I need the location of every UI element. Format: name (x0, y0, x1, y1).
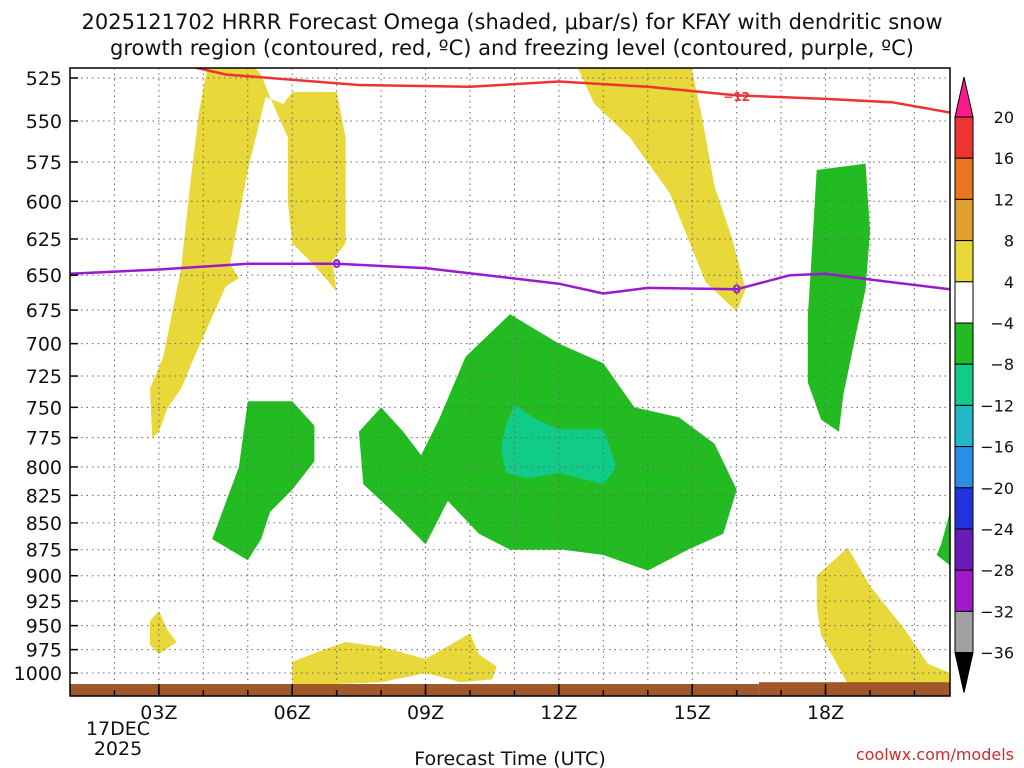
temperature-contours: −12 0 0 (70, 68, 950, 296)
y-tick-label-775: 775 (26, 428, 62, 450)
y-axis: 525 550 575 600 625 650 675 700 725 750 775 800 825 8… (14, 68, 78, 685)
colorbar-label-6: −4 (990, 314, 1014, 333)
y-tick-label-950: 950 (26, 616, 62, 638)
omega-region-10 (501, 404, 617, 485)
colorbar-box-13 (954, 610, 974, 654)
y-tick-label-800: 800 (26, 457, 62, 479)
colorbar-box-6 (954, 322, 974, 365)
y-tick-label-750: 750 (26, 397, 62, 419)
colorbar-label-13: −32 (980, 602, 1014, 621)
y-tick-label-625: 625 (26, 229, 62, 251)
contour-line-2 (70, 262, 950, 295)
colorbar-label-9: −16 (980, 438, 1014, 457)
colorbar-label-3: 12 (994, 190, 1014, 209)
y-tick-label-550: 550 (26, 111, 62, 133)
omega-shading (150, 68, 950, 685)
y-tick-label-650: 650 (26, 265, 62, 287)
y-tick-label-825: 825 (26, 485, 62, 507)
x-tick-label-03Z: 03Z (140, 702, 177, 724)
y-tick-label-525: 525 (26, 68, 62, 90)
x-tick-label-09Z: 09Z (407, 702, 444, 724)
x-axis: 03Z 06Z 09Z 12Z 15Z 18Z (113, 684, 916, 724)
y-tick-label-925: 925 (26, 591, 62, 613)
colorbar-box-12 (954, 569, 974, 612)
colorbar-label-8: −12 (980, 396, 1014, 415)
colorbar-box-2 (954, 157, 974, 200)
plot-frame (69, 67, 951, 697)
contour-label-2-2: 0 (732, 282, 740, 296)
omega-region-4 (292, 633, 497, 685)
colorbar-label-5: 4 (1004, 273, 1014, 292)
colorbar-label-10: −20 (980, 479, 1014, 498)
chart-title-line1: 2025121702 HRRR Forecast Omega (shaded, … (81, 10, 942, 34)
x-tick-label-18Z: 18Z (807, 702, 844, 724)
omega-region-9 (936, 512, 950, 566)
y-tick-label-1000: 1000 (14, 663, 62, 685)
colorbar: 20 16 12 8 4 −4 −8 −12 −16 −20 −24 −28 −32 −36 (954, 76, 1014, 693)
colorbar-box-9 (954, 446, 974, 489)
ground-segment-2 (758, 682, 950, 696)
omega-region-1 (150, 68, 346, 438)
colorbar-top-arrow (954, 76, 974, 118)
omega-region-3 (150, 610, 177, 655)
y-tick-label-575: 575 (26, 152, 62, 174)
omega-region-8 (807, 163, 870, 432)
colorbar-box-7 (954, 363, 974, 406)
ground-surface (70, 682, 950, 696)
grid-lines (70, 68, 950, 696)
y-tick-label-850: 850 (26, 513, 62, 535)
colorbar-label-12: −28 (980, 561, 1014, 580)
y-tick-label-600: 600 (26, 191, 62, 213)
colorbar-label-7: −8 (990, 355, 1014, 374)
chart-title-line2: growth region (contoured, red, ºC) and f… (110, 36, 914, 60)
ground-segment-1 (70, 684, 759, 696)
y-tick-label-725: 725 (26, 366, 62, 388)
x-tick-label-15Z: 15Z (674, 702, 711, 724)
colorbar-label-4: 8 (1004, 232, 1014, 251)
omega-region-2 (577, 68, 746, 312)
contour-label-2-1: 0 (332, 257, 340, 271)
date-label-day: 17DEC (86, 718, 150, 740)
x-tick-label-12Z: 12Z (540, 702, 577, 724)
colorbar-label-11: −24 (980, 520, 1014, 539)
omega-region-6 (212, 401, 315, 561)
colorbar-box-11 (954, 528, 974, 571)
x-tick-label-06Z: 06Z (274, 702, 311, 724)
colorbar-label-1: 20 (994, 108, 1014, 127)
colorbar-box-5 (954, 281, 974, 324)
colorbar-box-8 (954, 404, 974, 448)
colorbar-box-4 (954, 240, 974, 283)
y-tick-label-675: 675 (26, 300, 62, 322)
y-tick-label-975: 975 (26, 640, 62, 662)
colorbar-label-14: −36 (980, 644, 1014, 663)
x-axis-label: Forecast Time (UTC) (414, 748, 605, 768)
y-tick-label-875: 875 (26, 540, 62, 562)
colorbar-box-1 (954, 116, 974, 159)
contour-label-1-1: −12 (723, 90, 750, 104)
colorbar-label-2: 16 (994, 149, 1014, 168)
credit-link[interactable]: coolwx.com/models (856, 745, 1014, 764)
y-tick-label-900: 900 (26, 566, 62, 588)
y-tick-label-700: 700 (26, 334, 62, 356)
colorbar-bottom-arrow (954, 652, 974, 693)
contour-line-1 (191, 68, 950, 114)
omega-region-5 (816, 547, 950, 684)
date-label-year: 2025 (94, 738, 142, 760)
colorbar-box-10 (954, 487, 974, 530)
colorbar-box-3 (954, 198, 974, 242)
